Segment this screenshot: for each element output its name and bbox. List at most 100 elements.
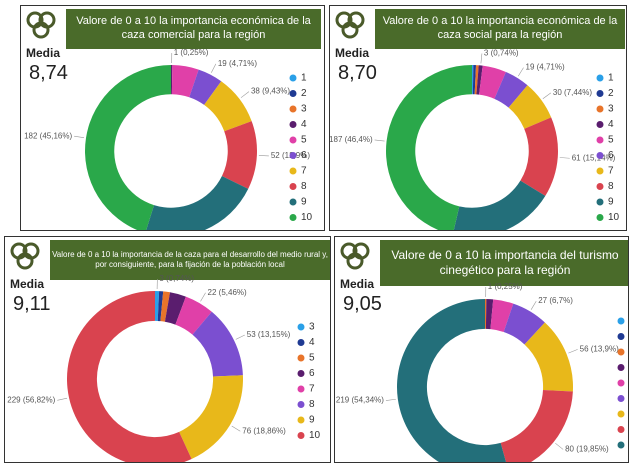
data-label: 3 (0,74%)	[159, 274, 194, 283]
data-label: 76 (18,86%)	[242, 426, 286, 435]
legend-label: 4	[309, 337, 315, 348]
legend-label: 3	[309, 322, 315, 333]
legend-marker	[297, 401, 305, 408]
donut-segment	[160, 291, 171, 322]
data-label: 56 (13,9%)	[580, 344, 619, 353]
leader-line	[211, 63, 217, 73]
donut-segment	[494, 71, 528, 108]
donut-segment	[146, 175, 249, 230]
legend-marker	[596, 136, 604, 144]
media-value: 8,74	[29, 62, 68, 84]
legend-marker	[596, 183, 604, 190]
donut-segment	[503, 303, 545, 345]
legend-marker	[596, 152, 604, 159]
donut-segment	[85, 65, 171, 230]
logo	[340, 242, 370, 270]
data-label: 229 (56,82%)	[7, 395, 55, 404]
legend-label: 2	[301, 88, 307, 99]
logo	[10, 242, 40, 270]
legend-marker	[596, 105, 604, 113]
media-value: 8,70	[338, 62, 377, 84]
leader-line	[74, 135, 85, 138]
legend-marker	[617, 410, 625, 418]
legend-marker	[289, 90, 297, 97]
data-label: 3 (0,74%)	[484, 49, 519, 58]
legend-label: 5	[309, 353, 315, 364]
legend-marker	[596, 198, 604, 206]
legend-label: 5	[301, 135, 307, 146]
legend-marker	[297, 432, 305, 439]
donut-segment	[179, 375, 243, 460]
donut-segment	[175, 296, 212, 335]
donut-segment	[508, 85, 552, 129]
legend-label: 10	[309, 430, 321, 441]
chart: 1 (0,25%)19 (4,71%)38 (9,43%)52 (12,9%)9…	[24, 11, 313, 230]
leader-line	[258, 155, 269, 157]
legend-label: 6	[301, 150, 307, 161]
legend-marker	[289, 152, 297, 159]
data-label: 19 (4,71%)	[526, 63, 565, 72]
donut-segment	[472, 65, 477, 95]
chart-title: Valore de 0 a 10 la importancia económic…	[66, 9, 321, 49]
legend-marker	[596, 167, 604, 175]
donut-segment	[67, 291, 192, 462]
chart-panel: Valore de 0 a 10 la importancia del turi…	[334, 236, 629, 463]
legend-label: 6	[608, 150, 614, 161]
legend-marker	[289, 167, 297, 175]
legend-label: 9	[301, 197, 307, 208]
leader-line	[555, 442, 564, 450]
legend-label: 9	[309, 415, 315, 426]
legend-label: 7	[309, 384, 315, 395]
donut-segment	[155, 291, 160, 321]
legend-marker	[289, 74, 297, 82]
legend-marker	[297, 370, 305, 377]
chart-panel: Valore de 0 a 10 la importancia económic…	[329, 5, 627, 231]
legend-label: 3	[301, 104, 307, 115]
data-label: 22 (5,46%)	[208, 288, 247, 297]
logo-ring	[346, 252, 364, 270]
chart-title: Valore de 0 a 10 la importancia del turi…	[380, 240, 628, 286]
legend-label: 3	[608, 104, 614, 115]
legend-label: 6	[309, 368, 315, 379]
leader-line	[57, 397, 68, 401]
chart-panel: Valore de 0 a 10 la importancia económic…	[20, 5, 325, 231]
legend-label: 8	[309, 399, 315, 410]
legend-label: 5	[608, 135, 614, 146]
logo	[26, 11, 56, 39]
legend-marker	[617, 333, 625, 340]
leader-line	[235, 334, 245, 340]
leader-line	[240, 91, 250, 98]
data-label: 1 (0,25%)	[174, 48, 209, 57]
leader-line	[200, 292, 206, 302]
legend-marker	[596, 121, 604, 128]
legend-label: 7	[608, 166, 614, 177]
legend-marker	[289, 136, 297, 144]
legend-label: 7	[301, 166, 307, 177]
legend-label: 8	[608, 181, 614, 192]
donut-segment	[386, 65, 472, 230]
legend-marker	[617, 348, 625, 356]
chart-panel: Valore de 0 a 10 la importancia de la ca…	[4, 236, 331, 463]
leader-line	[542, 92, 552, 100]
media-value: 9,11	[13, 293, 51, 315]
chart: 3 (0,74%) 19 (4,71%) 30 (7,44%) 61 (15,14%)…	[330, 11, 620, 230]
leader-line	[530, 300, 537, 310]
chart-title: Valore de 0 a 10 la importancia de la ca…	[50, 240, 330, 280]
legend-marker	[596, 74, 604, 82]
donut-segment	[189, 69, 222, 105]
legend-marker	[617, 426, 625, 433]
legend-marker	[289, 183, 297, 190]
donut-segment	[520, 117, 558, 196]
legend-marker	[289, 121, 297, 128]
leader-line	[374, 139, 385, 142]
donut-segment	[476, 65, 483, 95]
leader-line	[480, 53, 483, 64]
logo-ring	[341, 21, 359, 39]
legend-marker	[297, 385, 305, 393]
data-label: 61 (15,14%)	[572, 153, 616, 162]
leader-line	[568, 349, 578, 354]
legend-marker	[617, 364, 625, 371]
data-label: 19 (4,71%)	[218, 59, 257, 68]
chart-title: Valore de 0 a 10 la importancia económic…	[375, 9, 625, 49]
